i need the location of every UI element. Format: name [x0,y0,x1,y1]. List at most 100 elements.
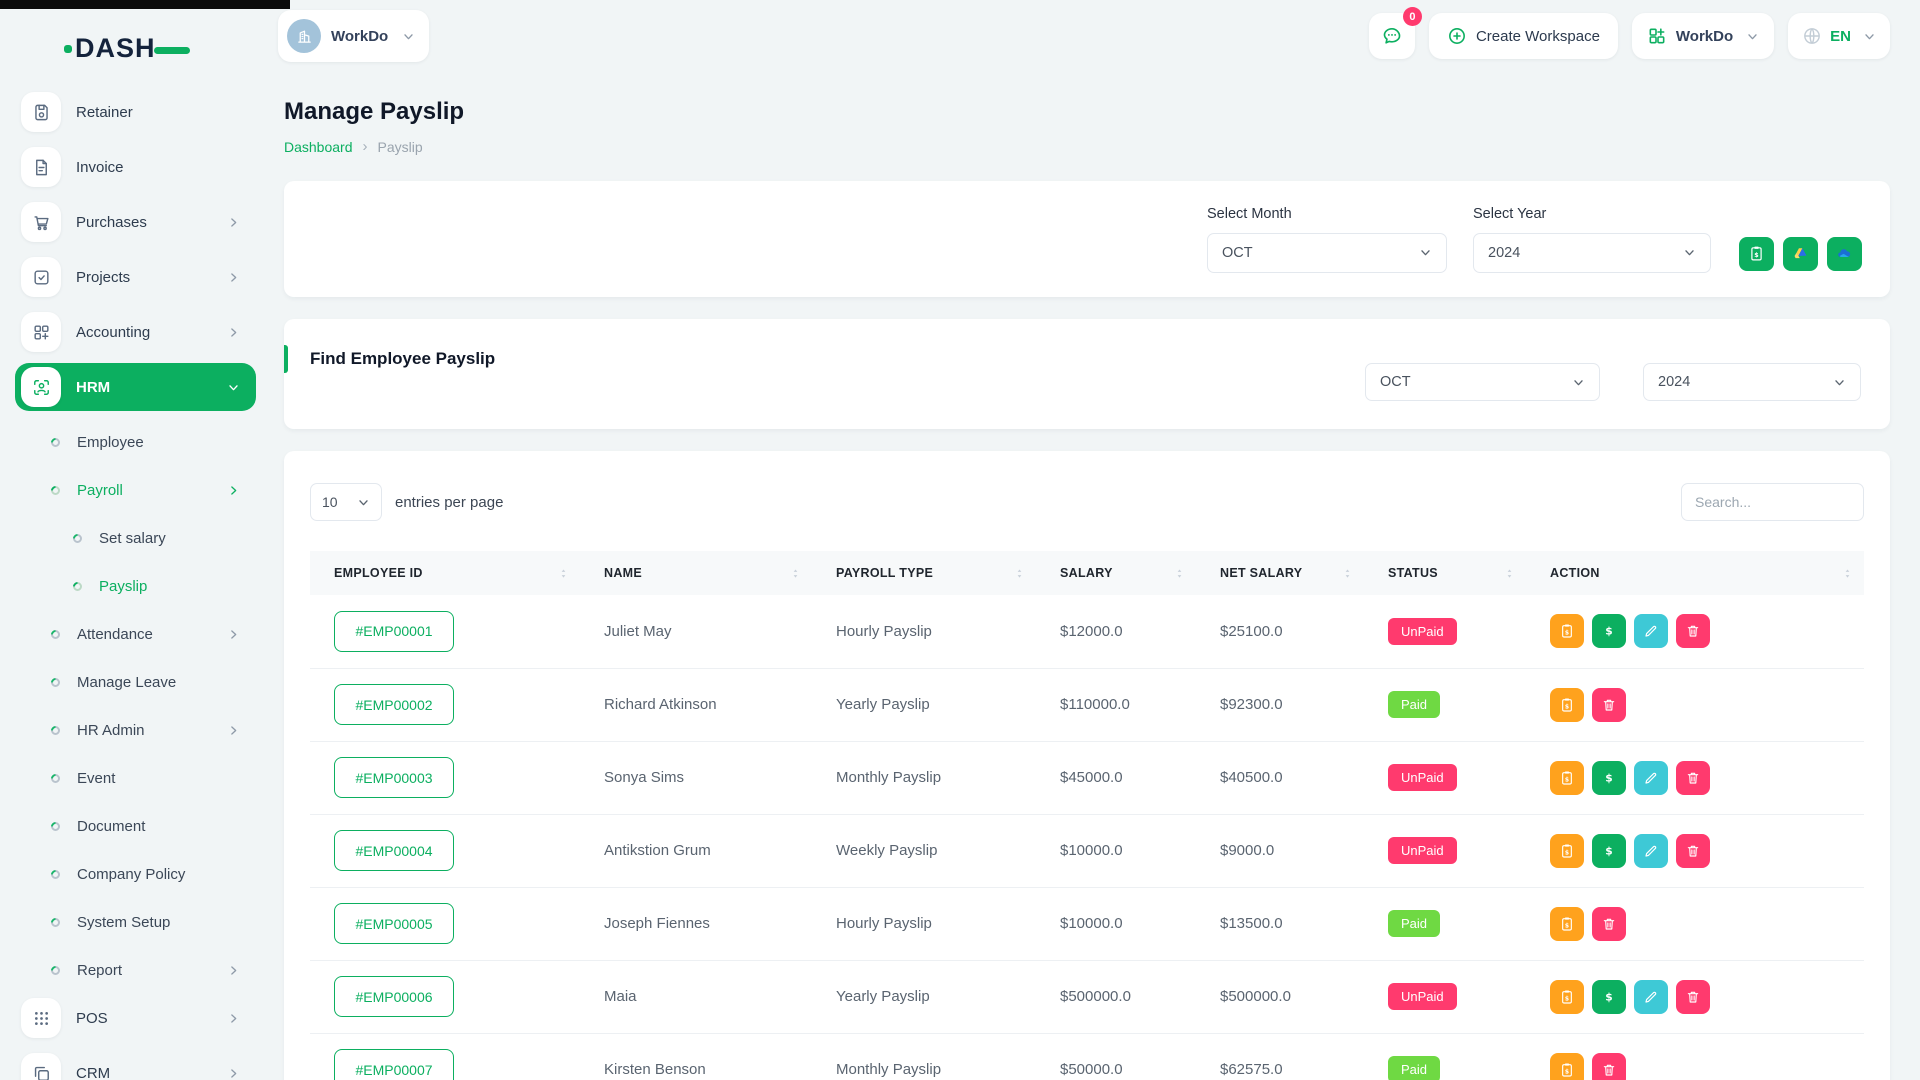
messages-button[interactable]: 0 [1368,7,1422,59]
edit-button[interactable] [1634,760,1668,795]
column-header-action[interactable]: ACTION [1526,551,1864,595]
clipboard-dollar-icon: $ [1559,697,1575,713]
sidebar-item-label: Accounting [76,323,151,341]
sidebar-item-hrm[interactable]: HRM [15,363,256,411]
workspace-selector[interactable]: WorkDo [278,10,430,62]
select-year-group: Select Year 2024 [1473,206,1711,273]
chevron-down-icon [1863,30,1876,43]
column-header-name[interactable]: NAME [580,551,812,595]
column-header-payroll-type[interactable]: PAYROLL TYPE [812,551,1036,595]
payslip-button[interactable]: $ [1550,760,1584,795]
sidebar-item-purchases[interactable]: Purchases [15,198,256,246]
delete-button[interactable] [1592,687,1626,722]
payslip-button[interactable]: $ [1550,833,1584,868]
delete-button[interactable] [1676,614,1710,649]
table-row: #EMP00007 Kirsten Benson Monthly Payslip… [310,1033,1864,1080]
row-actions: $ $ [1550,833,1864,868]
sidebar-item-system-setup[interactable]: System Setup [15,898,256,946]
sidebar-item-label: Attendance [77,625,153,643]
sidebar-item-payslip[interactable]: Payslip [15,562,256,610]
sidebar-item-company-policy[interactable]: Company Policy [15,850,256,898]
sidebar-item-crm[interactable]: CRM [15,1049,256,1080]
edit-button[interactable] [1634,614,1668,649]
sidebar-item-hr-admin[interactable]: HR Admin [15,706,256,754]
sidebar-item-invoice[interactable]: Invoice [15,143,256,191]
google-drive-button[interactable] [1783,236,1818,271]
logo-accent-bar [153,46,190,54]
sort-icon[interactable] [1173,567,1186,580]
payslip-button[interactable]: $ [1550,1052,1584,1080]
year-select[interactable]: 2024 [1473,232,1711,273]
payslip-button[interactable]: $ [1550,614,1584,649]
column-header-salary[interactable]: SALARY [1036,551,1196,595]
sidebar-item-pos[interactable]: POS [15,994,256,1042]
search-input[interactable] [1681,483,1864,521]
payslip-button[interactable]: $ [1550,687,1584,722]
workdo-menu-button[interactable]: WorkDo [1631,13,1775,59]
sort-icon[interactable] [1841,567,1854,580]
pos-icon [21,998,61,1038]
sidebar-item-projects[interactable]: Projects [15,253,256,301]
sidebar-item-set-salary[interactable]: Set salary [15,514,256,562]
column-header-employee-id[interactable]: EMPLOYEE ID [310,551,580,595]
table-row: #EMP00005 Joseph Fiennes Hourly Payslip … [310,887,1864,961]
sidebar-item-retainer[interactable]: Retainer [15,88,256,136]
sort-icon[interactable] [1013,567,1026,580]
edit-button[interactable] [1634,833,1668,868]
chevron-down-icon [1833,376,1846,389]
create-workspace-button[interactable]: Create Workspace [1428,13,1618,59]
sidebar-item-report[interactable]: Report [15,946,256,994]
sidebar-item-label: HRM [76,378,111,396]
window-edge-strip [0,0,290,9]
sidebar-item-attendance[interactable]: Attendance [15,610,256,658]
language-selector[interactable]: EN [1788,13,1890,59]
delete-button[interactable] [1676,979,1710,1014]
month-select[interactable]: OCT [1207,232,1447,273]
column-header-net-salary[interactable]: NET SALARY [1196,551,1364,595]
sidebar-item-manage-leave[interactable]: Manage Leave [15,658,256,706]
svg-text:$: $ [1565,630,1569,637]
status-badge: Paid [1388,1056,1441,1080]
employee-id-badge[interactable]: #EMP00002 [334,684,454,725]
app-logo[interactable]: DASH [64,33,278,64]
find-year-select[interactable]: 2024 [1643,363,1861,401]
employee-id-badge[interactable]: #EMP00001 [334,610,454,652]
sidebar-item-event[interactable]: Event [15,754,256,802]
employee-id-badge[interactable]: #EMP00004 [334,830,454,871]
employee-id-badge[interactable]: #EMP00007 [334,1049,454,1080]
pay-button[interactable]: $ [1592,760,1626,795]
delete-button[interactable] [1676,833,1710,868]
cell-net-salary: $92300.0 [1196,668,1364,742]
payslip-table: EMPLOYEE ID NAME PAYROLL TYPE SALARY NET SAL… [310,551,1864,1080]
find-section-selects: OCT 2024 [1365,363,1861,401]
pay-button[interactable]: $ [1592,614,1626,649]
sidebar-item-employee[interactable]: Employee [15,418,256,466]
delete-button[interactable] [1592,906,1626,941]
column-header-status[interactable]: STATUS [1364,551,1526,595]
bulk-payment-button[interactable]: $ [1739,236,1774,271]
sidebar-item-accounting[interactable]: Accounting [15,308,256,356]
chevron-down-icon [357,496,370,509]
employee-id-badge[interactable]: #EMP00006 [334,976,454,1017]
sidebar-item-payroll[interactable]: Payroll [15,466,256,514]
sidebar-item-label: HR Admin [77,721,145,739]
find-month-select[interactable]: OCT [1365,363,1600,401]
sort-icon[interactable] [557,567,570,580]
payslip-button[interactable]: $ [1550,906,1584,941]
cell-salary: $10000.0 [1036,814,1196,888]
page-size-select[interactable]: 10 [310,483,382,521]
sort-icon[interactable] [789,567,802,580]
onedrive-button[interactable] [1827,236,1862,271]
sort-icon[interactable] [1341,567,1354,580]
payslip-button[interactable]: $ [1550,979,1584,1014]
sort-icon[interactable] [1503,567,1516,580]
sidebar-item-document[interactable]: Document [15,802,256,850]
employee-id-badge[interactable]: #EMP00003 [334,757,454,798]
delete-button[interactable] [1592,1052,1626,1080]
delete-button[interactable] [1676,760,1710,795]
employee-id-badge[interactable]: #EMP00005 [334,903,454,944]
edit-button[interactable] [1634,979,1668,1014]
pay-button[interactable]: $ [1592,833,1626,868]
breadcrumb-dashboard-link[interactable]: Dashboard [284,138,353,155]
pay-button[interactable]: $ [1592,979,1626,1014]
